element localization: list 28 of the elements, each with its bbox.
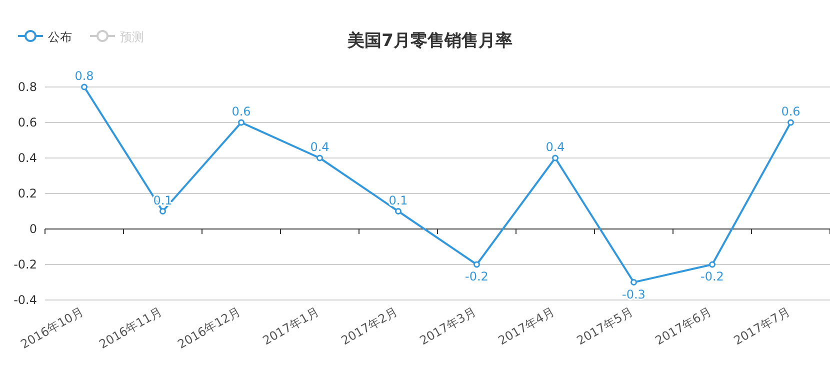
point xyxy=(552,154,558,162)
y-tick-label: -0.4 xyxy=(14,293,37,307)
point xyxy=(238,119,244,126)
y-tick-label: 0.2 xyxy=(18,186,37,200)
legend-label: 公布 xyxy=(48,30,72,44)
point xyxy=(316,154,323,162)
data-label: 0.4 xyxy=(546,140,565,154)
data-label: 0.6 xyxy=(781,104,800,118)
point xyxy=(474,261,480,268)
point xyxy=(709,261,716,268)
point xyxy=(81,84,88,90)
data-label: -0.2 xyxy=(465,270,488,284)
point xyxy=(788,119,794,126)
point xyxy=(160,208,166,214)
y-tick-label: 0.8 xyxy=(18,80,37,94)
data-label: -0.3 xyxy=(622,287,646,302)
data-label: 0.4 xyxy=(310,140,330,154)
point xyxy=(630,279,637,286)
point xyxy=(395,208,402,214)
data-label: 0.1 xyxy=(388,193,408,208)
data-label: 0.8 xyxy=(74,69,94,83)
y-tick-label: -0.2 xyxy=(14,258,37,272)
y-tick-label: 0.6 xyxy=(18,116,37,130)
y-tick-label: 0.4 xyxy=(18,151,37,165)
y-tick-label: 0 xyxy=(29,222,37,236)
data-label: -0.2 xyxy=(700,270,724,284)
chart-title: 美国7月零售销售月率 xyxy=(346,31,512,51)
data-label: 0.6 xyxy=(232,104,251,118)
